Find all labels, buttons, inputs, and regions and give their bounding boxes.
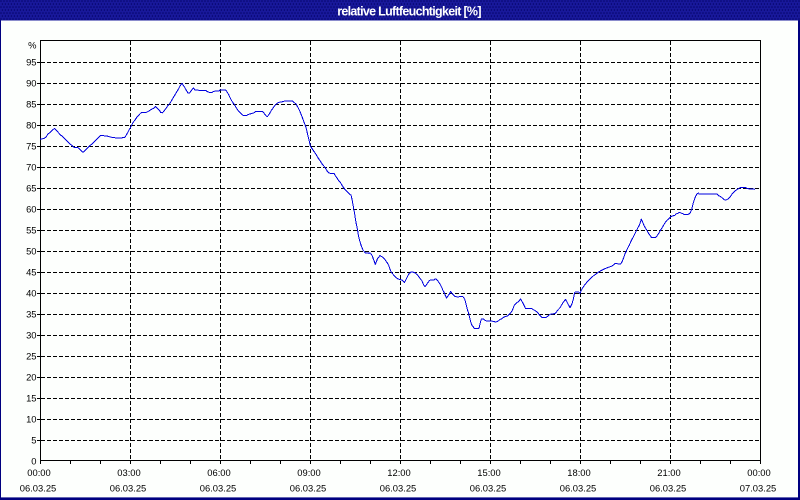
svg-text:07.03.25: 07.03.25: [740, 483, 777, 494]
svg-text:90: 90: [26, 77, 36, 88]
svg-text:65: 65: [26, 182, 36, 193]
svg-text:55: 55: [26, 224, 36, 235]
svg-text:85: 85: [26, 98, 36, 109]
svg-text:5: 5: [31, 434, 36, 445]
svg-text:12:00: 12:00: [387, 467, 410, 478]
svg-text:70: 70: [26, 161, 36, 172]
svg-text:35: 35: [26, 308, 36, 319]
svg-text:00:00: 00:00: [747, 467, 770, 478]
svg-text:06.03.25: 06.03.25: [380, 483, 417, 494]
svg-text:06.03.25: 06.03.25: [470, 483, 507, 494]
svg-text:75: 75: [26, 140, 36, 151]
svg-text:0: 0: [31, 455, 36, 466]
svg-text:10: 10: [26, 413, 36, 424]
svg-text:30: 30: [26, 329, 36, 340]
svg-text:06.03.25: 06.03.25: [560, 483, 597, 494]
svg-text:06:00: 06:00: [207, 467, 230, 478]
svg-text:09:00: 09:00: [297, 467, 320, 478]
svg-text:15:00: 15:00: [477, 467, 500, 478]
svg-text:95: 95: [26, 56, 36, 67]
svg-text:60: 60: [26, 203, 36, 214]
svg-text:21:00: 21:00: [657, 467, 680, 478]
svg-text:40: 40: [26, 287, 36, 298]
svg-text:18:00: 18:00: [567, 467, 590, 478]
svg-text:%: %: [28, 40, 36, 51]
svg-text:06.03.25: 06.03.25: [110, 483, 147, 494]
svg-text:06.03.25: 06.03.25: [200, 483, 237, 494]
svg-text:15: 15: [26, 392, 36, 403]
svg-text:relative Luftfeuchtigkeit [%]: relative Luftfeuchtigkeit [%]: [337, 5, 481, 19]
svg-text:45: 45: [26, 266, 36, 277]
svg-text:25: 25: [26, 350, 36, 361]
svg-text:20: 20: [26, 371, 36, 382]
svg-text:06.03.25: 06.03.25: [650, 483, 687, 494]
svg-text:03:00: 03:00: [117, 467, 140, 478]
svg-text:06.03.25: 06.03.25: [290, 483, 327, 494]
svg-text:06.03.25: 06.03.25: [20, 483, 57, 494]
svg-text:50: 50: [26, 245, 36, 256]
svg-text:00:00: 00:00: [27, 467, 50, 478]
svg-text:80: 80: [26, 119, 36, 130]
